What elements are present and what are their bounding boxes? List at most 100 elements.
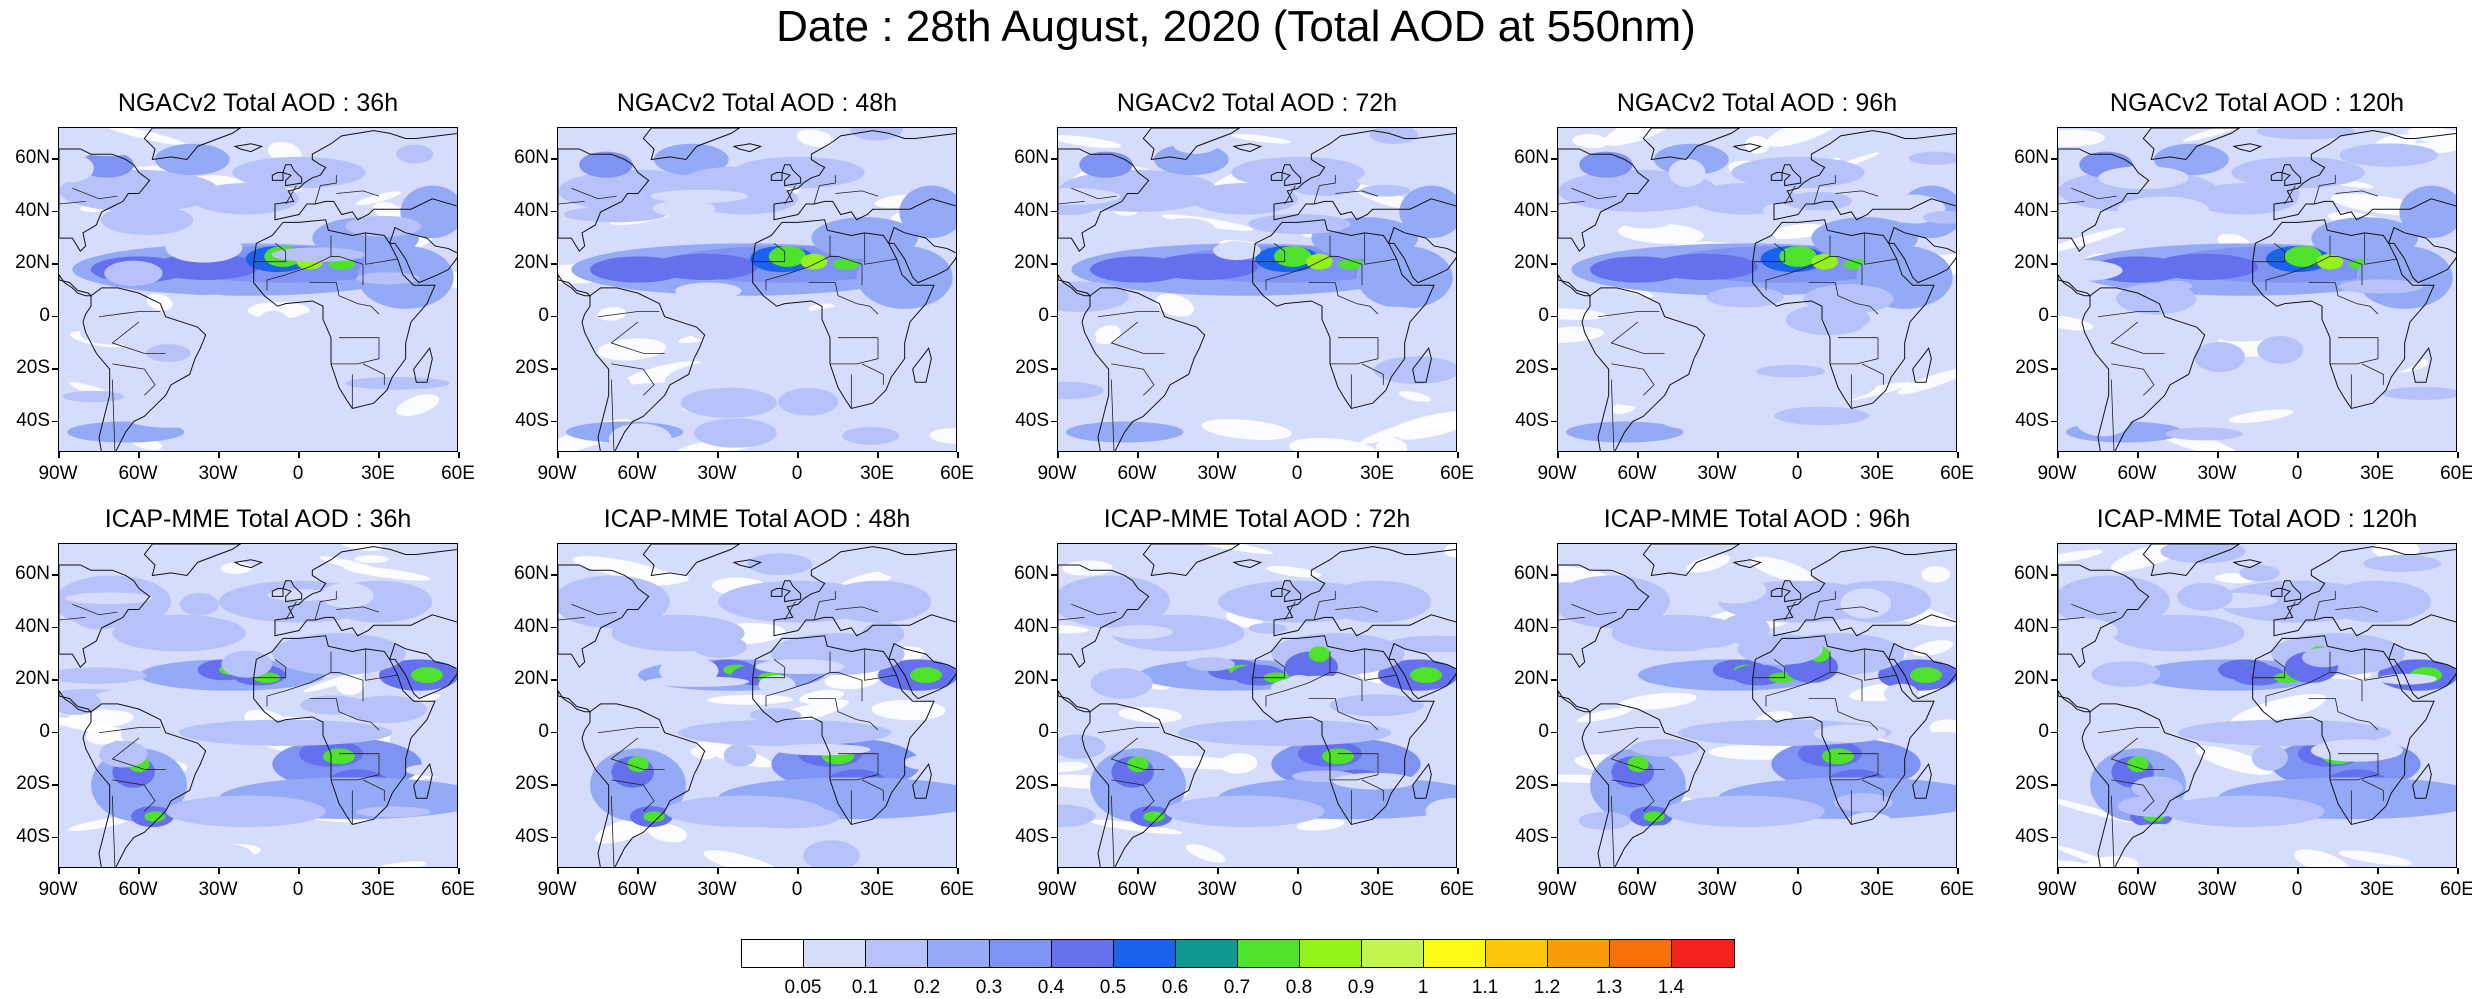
aod-clean-patch bbox=[354, 555, 389, 564]
longitude-tick bbox=[138, 868, 140, 874]
country-border bbox=[784, 185, 796, 205]
country-border bbox=[1071, 187, 1117, 200]
longitude-label: 30E bbox=[1360, 879, 1394, 900]
latitude-tick bbox=[1551, 574, 1557, 576]
country-border bbox=[1784, 185, 1796, 205]
latitude-tick bbox=[1051, 784, 1057, 786]
country-border bbox=[362, 779, 385, 801]
aod-clean-patch bbox=[104, 128, 187, 146]
longitude-label: 90W bbox=[1037, 879, 1077, 900]
coastline-europe bbox=[274, 130, 457, 221]
aod-clean-patch bbox=[59, 717, 141, 745]
coastline-europe bbox=[773, 546, 956, 637]
country-border bbox=[314, 591, 337, 621]
aod-plume bbox=[160, 841, 254, 867]
coastline-samerica bbox=[1081, 287, 1206, 451]
aod-plume bbox=[1630, 739, 1700, 757]
longitude-tick bbox=[1877, 452, 1879, 458]
country-border bbox=[558, 616, 585, 621]
aod-plume bbox=[328, 259, 355, 270]
aod-plume bbox=[1143, 811, 1165, 822]
colorbar-swatch bbox=[990, 940, 1052, 967]
country-border bbox=[1813, 175, 1836, 205]
longitude-label: 30W bbox=[1197, 879, 1237, 900]
colorbar-label: 1.3 bbox=[1595, 977, 1623, 998]
aod-plume bbox=[2363, 554, 2442, 572]
aod-plume bbox=[1908, 151, 1956, 165]
aod-plume bbox=[2154, 143, 2229, 176]
aod-plume bbox=[2106, 588, 2166, 607]
aod-map bbox=[59, 128, 457, 451]
aod-plume bbox=[2178, 719, 2392, 746]
coastline-ireland bbox=[770, 588, 783, 597]
country-border bbox=[2308, 282, 2379, 315]
longitude-label: 0 bbox=[791, 879, 803, 900]
longitude-label: 60E bbox=[1940, 879, 1974, 900]
country-border bbox=[1313, 591, 1336, 621]
latitude-label: 0 bbox=[2038, 304, 2049, 326]
coastline-centam bbox=[1558, 273, 1592, 297]
aod-clean-patch bbox=[2058, 129, 2105, 147]
coastline-ireland bbox=[770, 172, 783, 181]
aod-plume bbox=[778, 388, 839, 416]
map-plot-area bbox=[557, 127, 957, 452]
aod-clean-patch bbox=[1219, 753, 1258, 774]
aod-clean-patch bbox=[572, 556, 674, 581]
coastline-greenland bbox=[1642, 544, 1741, 577]
coastline-greenland bbox=[642, 544, 741, 577]
country-border bbox=[2058, 616, 2085, 621]
aod-plume bbox=[99, 740, 148, 768]
coastline-ireland bbox=[271, 588, 284, 597]
country-border bbox=[1597, 727, 1660, 734]
aod-plume bbox=[1558, 582, 1609, 605]
colorbar-label: 0.2 bbox=[913, 977, 941, 998]
latitude-tick bbox=[1551, 368, 1557, 370]
aod-plume bbox=[1860, 317, 1930, 348]
coastline-greenland bbox=[143, 128, 242, 161]
map-plot-area bbox=[58, 127, 458, 452]
longitude-tick bbox=[2217, 868, 2219, 874]
colorbar-label: 0.8 bbox=[1285, 977, 1313, 998]
country-border bbox=[2330, 753, 2379, 781]
longitude-label: 90W bbox=[1537, 463, 1577, 484]
panel-title: NGACv2 Total AOD : 72h bbox=[1116, 89, 1398, 117]
country-border bbox=[2335, 190, 2379, 197]
latitude-tick bbox=[551, 420, 557, 423]
coastline-africa bbox=[1252, 219, 1435, 410]
aod-plume bbox=[74, 607, 124, 630]
aod-clean-patch bbox=[2195, 746, 2273, 775]
latitude-tick bbox=[1051, 420, 1057, 423]
latitude-tick bbox=[1051, 368, 1057, 370]
latitude-tick bbox=[52, 315, 58, 318]
country-border bbox=[2111, 779, 2155, 812]
country-border bbox=[336, 190, 380, 197]
latitude-tick bbox=[1551, 626, 1557, 629]
colorbar-label: 0.9 bbox=[1347, 977, 1375, 998]
aod-plume bbox=[1811, 253, 1838, 270]
country-border bbox=[1265, 274, 1285, 291]
latitude-tick bbox=[2051, 315, 2057, 318]
coastline-madagascar bbox=[1912, 347, 1932, 383]
aod-plume bbox=[803, 840, 860, 867]
aod-clean-patch bbox=[648, 823, 688, 843]
longitude-tick bbox=[1137, 452, 1139, 458]
panel-title: ICAP-MME Total AOD : 72h bbox=[1103, 505, 1411, 533]
longitude-tick bbox=[557, 452, 559, 458]
country-border bbox=[2071, 187, 2117, 200]
latitude-tick bbox=[551, 679, 557, 681]
latitude-label: 0 bbox=[538, 304, 549, 326]
longitude-label: 30E bbox=[1860, 879, 1894, 900]
latitude-label: 20N bbox=[1014, 252, 1049, 274]
longitude-tick bbox=[1557, 868, 1559, 874]
longitude-tick bbox=[2297, 868, 2299, 874]
latitude-label: 20S bbox=[2015, 773, 2049, 795]
longitude-label: 60E bbox=[940, 463, 974, 484]
aod-plume bbox=[850, 128, 903, 141]
aod-plume bbox=[1090, 256, 1186, 283]
longitude-tick bbox=[1297, 868, 1299, 874]
aod-plume bbox=[1329, 694, 1424, 717]
country-border bbox=[2252, 659, 2286, 679]
coastline-centam bbox=[2058, 273, 2092, 297]
panel-title: NGACv2 Total AOD : 48h bbox=[616, 89, 898, 117]
country-border bbox=[1330, 753, 1379, 781]
